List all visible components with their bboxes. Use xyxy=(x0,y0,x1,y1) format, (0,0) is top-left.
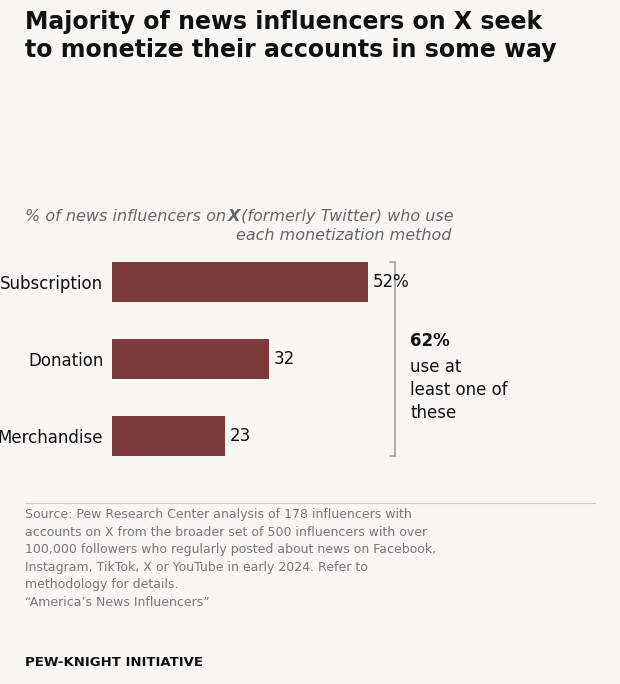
Text: % of news influencers on: % of news influencers on xyxy=(25,209,236,224)
Text: Majority of news influencers on X seek
to monetize their accounts in some way: Majority of news influencers on X seek t… xyxy=(25,10,556,62)
Text: PEW-KNIGHT INITIATIVE: PEW-KNIGHT INITIATIVE xyxy=(25,656,203,669)
Text: 32: 32 xyxy=(274,350,295,368)
Text: 52%: 52% xyxy=(373,273,409,291)
Bar xyxy=(112,417,225,456)
Text: 23: 23 xyxy=(230,428,251,445)
Text: 62%: 62% xyxy=(410,332,450,350)
Text: X: X xyxy=(228,209,241,224)
Text: use at
least one of
these: use at least one of these xyxy=(410,358,508,421)
Bar xyxy=(112,339,269,379)
Text: Source: Pew Research Center analysis of 178 influencers with
accounts on X from : Source: Pew Research Center analysis of … xyxy=(25,508,436,609)
Text: (formerly Twitter) who use
each monetization method: (formerly Twitter) who use each monetiza… xyxy=(236,209,453,244)
Bar xyxy=(112,262,368,302)
